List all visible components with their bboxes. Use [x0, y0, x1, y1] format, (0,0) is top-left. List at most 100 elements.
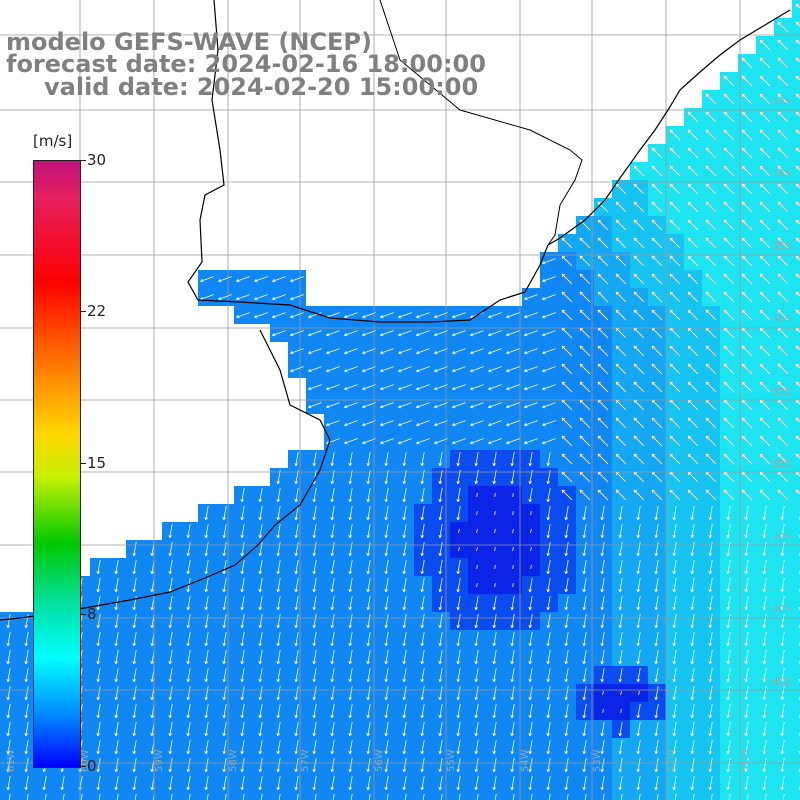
wind-arrow-head — [492, 480, 495, 485]
wind-arrow — [687, 291, 699, 303]
wind-arrow-head — [708, 516, 711, 521]
wind-arrow — [295, 668, 299, 682]
wind-arrow-head — [115, 733, 118, 737]
wind-arrow-head — [615, 237, 620, 240]
wind-arrow-head — [295, 715, 298, 719]
wind-arrow — [367, 686, 371, 700]
wind-arrow-head — [547, 607, 550, 611]
wind-arrow-head — [741, 147, 744, 152]
wind-arrow-head — [687, 129, 692, 132]
wind-arrow-head — [308, 350, 311, 354]
wind-arrow-head — [651, 219, 654, 224]
wind-arrow-head — [633, 309, 636, 314]
wind-arrow — [403, 686, 407, 700]
wind-arrow-head — [687, 309, 692, 312]
wind-arrow — [434, 366, 448, 372]
wind-arrow-head — [547, 751, 550, 755]
wind-arrow-head — [529, 643, 532, 647]
wind-arrow-head — [669, 309, 674, 312]
wind-arrow-head — [493, 463, 496, 467]
wind-arrow — [295, 650, 299, 664]
wind-arrow-head — [312, 768, 315, 773]
wind-arrow-head — [708, 750, 711, 755]
wind-arrow-head — [763, 535, 766, 539]
wind-arrow-head — [687, 381, 690, 386]
wind-arrow-head — [43, 769, 46, 773]
wind-arrow-head — [672, 750, 675, 755]
wind-arrow-head — [344, 386, 347, 390]
wind-speed-cell — [684, 792, 702, 800]
wind-arrow — [759, 309, 771, 321]
wind-arrow-head — [313, 751, 316, 755]
wind-arrow-head — [204, 516, 207, 521]
wind-arrow-head — [511, 715, 514, 719]
wind-arrow-head — [637, 571, 640, 575]
wind-arrow-head — [669, 291, 674, 294]
wind-arrow — [723, 255, 735, 267]
wind-arrow-head — [474, 678, 477, 683]
wind-arrow-head — [151, 625, 154, 629]
wind-arrow-head — [313, 733, 316, 737]
wind-arrow-head — [421, 571, 424, 575]
wind-arrow — [583, 578, 587, 592]
wind-arrow — [687, 255, 699, 267]
wind-arrow-head — [330, 516, 333, 521]
wind-arrow-head — [781, 661, 784, 665]
wind-arrow-head — [150, 588, 153, 593]
wind-arrow — [727, 578, 731, 592]
wind-arrow — [205, 542, 209, 556]
wind-arrow-head — [457, 625, 460, 629]
wind-arrow-head — [723, 111, 728, 114]
wind-arrow-head — [579, 309, 584, 312]
wind-arrow-head — [564, 786, 567, 791]
wind-arrow-head — [367, 517, 370, 521]
wind-arrow-head — [259, 499, 262, 503]
wind-arrow-head — [687, 147, 690, 152]
wind-arrow-head — [637, 661, 640, 665]
wind-speed-cell — [630, 792, 648, 800]
wind-arrow — [633, 453, 645, 465]
wind-arrow — [187, 740, 191, 754]
wind-arrow-head — [637, 679, 640, 683]
wind-speed-cell — [54, 792, 72, 800]
wind-arrow — [223, 776, 227, 790]
wind-arrow-head — [727, 607, 730, 611]
wind-arrow — [349, 722, 353, 736]
wind-arrow-head — [452, 332, 455, 336]
wind-arrow — [296, 794, 299, 800]
wind-arrow-head — [636, 678, 639, 683]
wind-arrow-head — [223, 625, 226, 629]
wind-arrow-head — [795, 417, 798, 422]
wind-arrow-head — [295, 517, 298, 521]
wind-arrow-head — [669, 489, 672, 494]
wind-arrow — [187, 758, 191, 772]
wind-arrow — [44, 794, 47, 800]
wind-arrow-head — [470, 422, 473, 426]
wind-arrow — [295, 740, 299, 754]
wind-arrow-head — [669, 255, 674, 258]
wind-arrow — [530, 528, 532, 534]
wind-arrow — [344, 312, 358, 318]
coastline — [187, 0, 791, 323]
wind-arrow-head — [331, 679, 334, 683]
wind-arrow — [619, 542, 623, 556]
wind-arrow — [687, 219, 699, 231]
wind-arrow — [440, 794, 443, 800]
wind-arrow-head — [687, 111, 692, 114]
wind-arrow — [759, 255, 771, 267]
wind-arrow-head — [205, 769, 208, 773]
wind-arrow — [615, 417, 627, 429]
wind-arrow — [781, 506, 785, 520]
wind-arrow-head — [259, 733, 262, 737]
wind-arrow-head — [687, 255, 690, 260]
wind-arrow-head — [294, 660, 297, 665]
wind-arrow-head — [416, 404, 419, 408]
wind-arrow — [512, 510, 514, 516]
wind-arrow — [277, 488, 281, 502]
wind-arrow-head — [398, 350, 401, 354]
wind-arrow-head — [151, 661, 154, 665]
wind-arrow — [7, 704, 11, 718]
wind-arrow-head — [781, 535, 784, 539]
wind-arrow-head — [421, 697, 424, 701]
wind-arrow — [133, 758, 137, 772]
